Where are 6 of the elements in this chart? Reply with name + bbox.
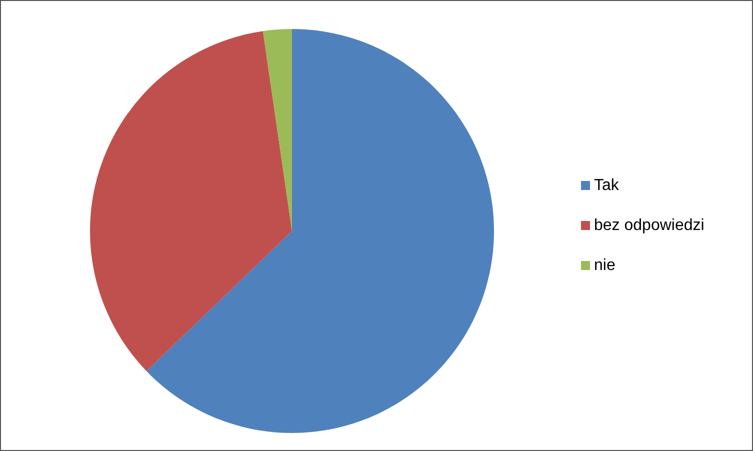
pie-slice bbox=[90, 31, 292, 372]
legend-label: nie bbox=[594, 257, 616, 274]
pie-slice bbox=[146, 29, 494, 433]
legend-label: bez odpowiedzi bbox=[594, 217, 704, 234]
legend-label: Tak bbox=[594, 177, 619, 194]
pie-slice bbox=[262, 29, 292, 231]
